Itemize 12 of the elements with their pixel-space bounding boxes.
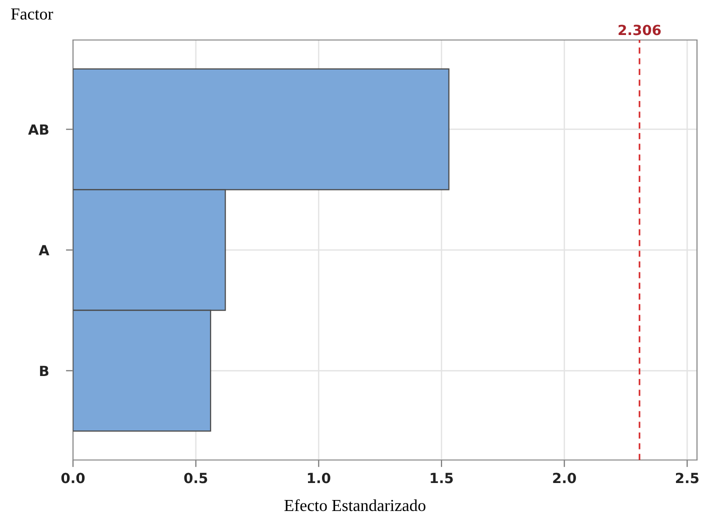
y-tick-label: A <box>38 245 50 256</box>
y-axis-title: Factor <box>11 8 54 20</box>
y-tick-label: B <box>40 366 48 376</box>
x-tick-label: 1.0 <box>308 472 330 484</box>
x-tick-label: 2.0 <box>553 472 576 484</box>
x-axis-title: Efecto Estandarizado <box>284 499 426 512</box>
ref-line-label: 2.306 <box>618 24 661 36</box>
y-tick-label: AB <box>28 124 48 135</box>
x-tick-label: 0.0 <box>61 472 85 484</box>
x-tick-label: 2.5 <box>676 472 699 484</box>
x-tick-label: 1.5 <box>430 472 453 484</box>
x-tick-label: 0.5 <box>184 472 208 484</box>
